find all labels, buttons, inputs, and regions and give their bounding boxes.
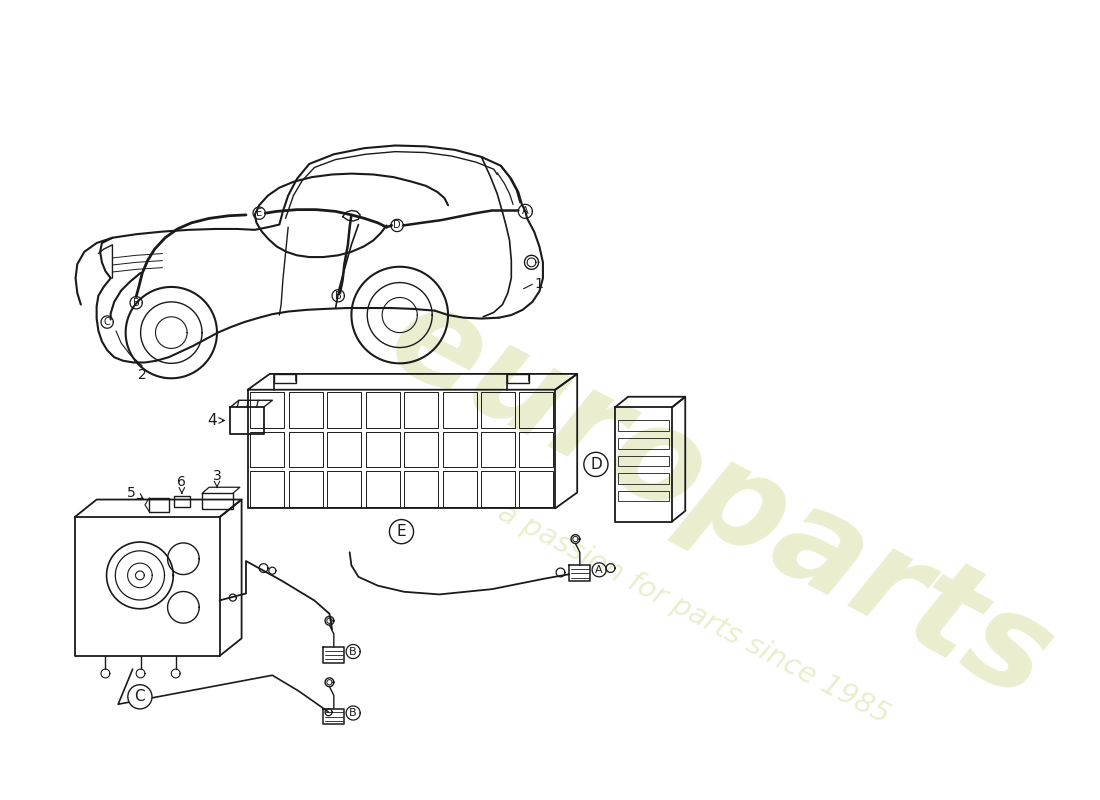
- Text: C: C: [134, 690, 145, 704]
- Bar: [404, 392, 438, 427]
- Bar: [251, 471, 285, 506]
- Text: a passion for parts since 1985: a passion for parts since 1985: [493, 498, 894, 730]
- Bar: [519, 392, 553, 427]
- Bar: [481, 392, 515, 427]
- Text: D: D: [394, 221, 400, 230]
- Bar: [327, 392, 361, 427]
- Text: B: B: [133, 298, 140, 308]
- Bar: [289, 471, 323, 506]
- Bar: [365, 392, 399, 427]
- Bar: [251, 392, 285, 427]
- Bar: [481, 471, 515, 506]
- Bar: [481, 432, 515, 467]
- Bar: [365, 471, 399, 506]
- Bar: [327, 432, 361, 467]
- Bar: [202, 494, 233, 510]
- Text: 6: 6: [177, 475, 186, 489]
- Bar: [404, 471, 438, 506]
- Text: B: B: [350, 708, 358, 718]
- Bar: [289, 392, 323, 427]
- Text: europarts: europarts: [368, 272, 1072, 727]
- Bar: [365, 432, 399, 467]
- Bar: [274, 374, 296, 382]
- Bar: [519, 432, 553, 467]
- Text: B: B: [350, 646, 358, 657]
- Bar: [442, 471, 476, 506]
- Bar: [618, 456, 669, 466]
- Bar: [404, 432, 438, 467]
- Bar: [618, 421, 669, 431]
- Text: C: C: [103, 317, 111, 327]
- Text: A: A: [522, 206, 529, 216]
- Bar: [618, 490, 669, 502]
- Bar: [618, 473, 669, 484]
- Bar: [327, 471, 361, 506]
- Text: 5: 5: [128, 486, 136, 500]
- Bar: [519, 471, 553, 506]
- Bar: [289, 432, 323, 467]
- Bar: [442, 432, 476, 467]
- Bar: [150, 498, 168, 512]
- Text: 2: 2: [138, 368, 146, 382]
- Text: E: E: [397, 524, 406, 539]
- Text: B: B: [334, 290, 342, 301]
- Text: A: A: [595, 565, 603, 575]
- Bar: [507, 374, 529, 382]
- Text: D: D: [590, 457, 602, 472]
- Bar: [251, 432, 285, 467]
- Text: 1: 1: [535, 278, 543, 291]
- Text: E: E: [256, 208, 262, 218]
- Text: 3: 3: [212, 469, 221, 483]
- Bar: [618, 438, 669, 449]
- Bar: [442, 392, 476, 427]
- Text: 4: 4: [208, 413, 217, 428]
- Bar: [174, 496, 190, 507]
